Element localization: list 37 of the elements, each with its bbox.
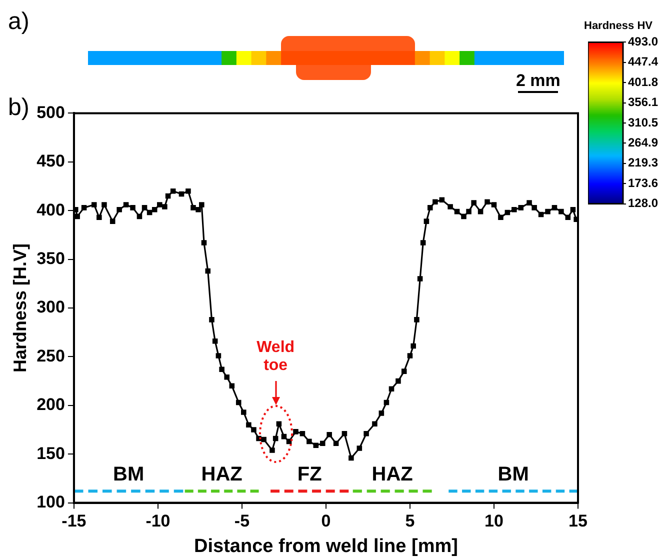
color-bar-title: Hardness HV xyxy=(584,20,652,32)
color-bar-label: 219.3 xyxy=(628,156,658,170)
y-tick-label: 450 xyxy=(36,152,65,171)
x-tick-label: -10 xyxy=(146,512,170,531)
color-bar-label: 173.6 xyxy=(628,176,658,190)
color-bar-label: 128.0 xyxy=(628,196,658,210)
color-bar-label: 356.1 xyxy=(628,95,658,110)
y-tick-label: 400 xyxy=(36,200,65,220)
y-tick-label: 200 xyxy=(36,395,65,414)
color-bar-label: 264.9 xyxy=(628,136,658,150)
text: 2 mm xyxy=(516,71,560,91)
y-tick-label: 300 xyxy=(36,298,65,317)
x-tick-label: 15 xyxy=(568,512,588,531)
series-label: FZ xyxy=(297,464,322,486)
color-bar-label: 493.0 xyxy=(628,34,658,49)
color-bar-label: 401.8 xyxy=(628,74,658,89)
x-tick-label: -15 xyxy=(62,512,86,531)
series-label: BM xyxy=(498,464,529,486)
text: a) xyxy=(8,8,30,36)
y-tick-label: 500 xyxy=(36,102,65,122)
y-tick-label: 150 xyxy=(36,444,65,463)
text: b) xyxy=(8,94,30,122)
y-tick-label: 100 xyxy=(36,492,65,512)
y-tick-label: 350 xyxy=(36,248,65,268)
x-tick-label: 0 xyxy=(321,512,331,531)
x-tick-label: 10 xyxy=(484,512,504,531)
color-bar-label: 447.4 xyxy=(628,54,658,69)
y-axis-title: Hardness [H.V] xyxy=(10,243,30,373)
y-tick-label: 250 xyxy=(36,346,65,366)
x-tick-label: 5 xyxy=(405,512,415,531)
x-tick-label: -5 xyxy=(234,512,250,531)
color-bar-label: 310.5 xyxy=(628,115,658,130)
series-label: HAZ xyxy=(372,464,413,486)
series-label: HAZ xyxy=(201,464,242,486)
annotation: Weld toe xyxy=(256,339,295,376)
x-axis-title: Distance from weld line [mm] xyxy=(194,536,458,557)
series-label: BM xyxy=(113,464,144,486)
